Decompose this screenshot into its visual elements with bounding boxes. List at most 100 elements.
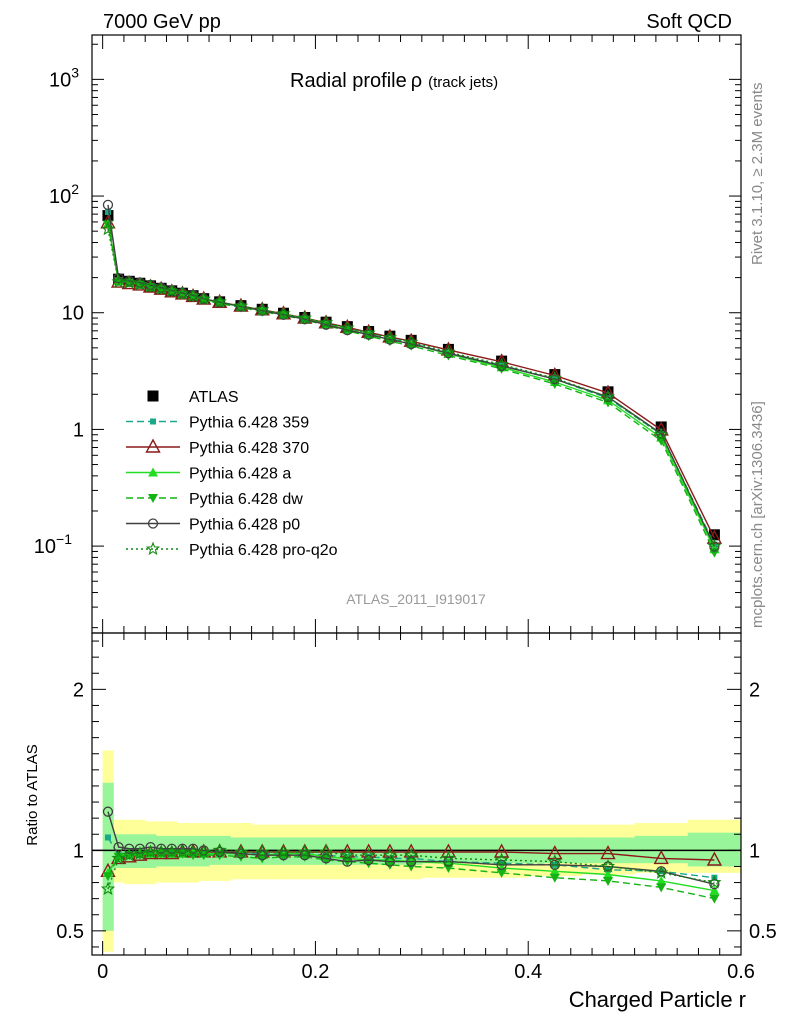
main-y-tick-label: 10−1 (34, 531, 72, 558)
ratio-point-pp0 (549, 859, 560, 870)
legend-marker-pp0 (147, 518, 159, 529)
main-point-ppro (494, 356, 509, 371)
chart-title-symbol: ρ (411, 70, 422, 92)
ratio-point-ppro (255, 844, 270, 859)
legend-marker-atlas (147, 390, 159, 402)
ratio-point-ppro (122, 847, 137, 862)
legend-entry-pa: Pythia 6.428 a (126, 466, 291, 483)
ratio-point-pp0 (124, 843, 135, 854)
main-point-ppro (111, 274, 126, 288)
main-series-ppro (100, 221, 722, 553)
main-point-pp0 (320, 319, 332, 330)
ratio-line-ppro (107, 849, 715, 890)
ratio-point-pdw (549, 873, 560, 883)
main-point-pp0 (363, 329, 374, 340)
main-point-ppro (600, 389, 616, 403)
legend-entry-p370: Pythia 6.428 370 (126, 438, 309, 457)
ratio-plot-series (100, 806, 723, 904)
ratio-point-pp0 (406, 856, 417, 867)
ratio-band-green-bin (102, 782, 114, 931)
main-point-pp0 (384, 334, 396, 345)
ratio-point-pp0 (214, 846, 225, 858)
ratio-point-pp0 (187, 843, 199, 854)
main-point-ppro (340, 320, 355, 335)
main-point-ppro (212, 294, 227, 308)
main-point-ppro (122, 275, 137, 289)
ratio-point-ppro (212, 842, 227, 857)
analysis-watermark: ATLAS_2011_I919017 (346, 591, 486, 607)
chart-title-text: Radial profile (290, 70, 407, 92)
ratio-point-ppro (340, 847, 355, 862)
ratio-y-tick-label-right: 2 (749, 679, 760, 701)
main-point-ppro (175, 286, 190, 300)
main-point-pp0 (709, 541, 720, 552)
ratio-point-ppro (600, 859, 616, 873)
legend-label-pdw: Pythia 6.428 dw (189, 491, 303, 508)
ratio-point-ppro (196, 844, 211, 858)
ratio-point-pa (656, 875, 667, 885)
ratio-point-pdw (384, 860, 395, 870)
ratio-point-ppro (276, 844, 291, 858)
x-axis-label: Charged Particle r (569, 987, 746, 1012)
ratio-line-pp0 (107, 811, 715, 885)
ratio-point-p370 (600, 845, 616, 860)
x-tick-label: 0.4 (514, 961, 542, 983)
ratio-point-pp0 (709, 879, 720, 890)
ratio-point-pa (549, 866, 560, 876)
ratio-y-tick-label-right: 1 (749, 840, 760, 862)
main-point-atlas (708, 529, 720, 541)
ratio-point-pdw (102, 872, 113, 882)
ratio-y-tick-label-left: 1 (73, 840, 84, 862)
ratio-point-ppro (404, 847, 419, 862)
ratio-point-ppro (297, 844, 312, 858)
main-point-ppro (143, 278, 158, 293)
x-tick-label: 0.2 (302, 961, 330, 983)
main-line-ppro (107, 229, 716, 547)
ratio-point-p359 (104, 834, 111, 841)
legend-label-p370: Pythia 6.428 370 (189, 440, 309, 457)
legend-label-atlas: ATLAS (189, 389, 239, 406)
legend-marker-p370 (145, 438, 161, 453)
ratio-series-ppro (100, 842, 722, 896)
rivet-version-label: Rivet 3.1.10, ≥ 2.3M events (749, 83, 766, 266)
ratio-point-ppro (654, 865, 669, 879)
ratio-point-pa (603, 869, 614, 879)
main-point-ppro (297, 310, 312, 325)
ratio-point-pp0 (235, 848, 247, 859)
ratio-point-ppro (318, 844, 334, 859)
main-point-ppro (404, 334, 419, 349)
main-point-ppro (318, 315, 334, 329)
legend-entry-p359: Pythia 6.428 359 (126, 415, 309, 432)
main-point-pp0 (299, 314, 310, 325)
main-point-ppro (382, 330, 398, 344)
ratio-point-ppro (494, 852, 509, 867)
ratio-point-pdw (603, 876, 614, 886)
ratio-point-pp0 (156, 843, 167, 854)
legend-marker-ppro (145, 541, 161, 556)
main-y-tick-label: 102 (49, 181, 79, 208)
ratio-band-green-bin (687, 832, 742, 867)
ratio-point-p370 (706, 851, 723, 866)
ratio-y-tick-label-left: 2 (73, 679, 84, 701)
ratio-point-pp0 (278, 850, 289, 861)
x-tick-label: 0 (97, 961, 108, 983)
legend-label-pp0: Pythia 6.428 p0 (189, 517, 300, 534)
main-point-ppro (233, 298, 249, 313)
ratio-point-pp0 (320, 853, 332, 864)
ratio-point-pp0 (384, 856, 396, 867)
header-process-label: Soft QCD (646, 11, 732, 33)
main-point-ppro (255, 302, 270, 316)
main-point-p370 (706, 529, 723, 544)
legend-label-p359: Pythia 6.428 359 (189, 415, 309, 432)
ratio-point-ppro (100, 881, 116, 896)
main-point-ppro (441, 344, 456, 359)
main-point-pp0 (342, 324, 353, 336)
ratio-point-ppro (132, 846, 148, 860)
main-point-pp0 (113, 272, 124, 284)
ratio-point-pp0 (342, 856, 353, 867)
ratio-point-pp0 (299, 850, 310, 861)
main-point-ppro (100, 221, 116, 236)
legend-marker-pdw (148, 494, 158, 503)
ratio-point-pdw (113, 852, 124, 862)
